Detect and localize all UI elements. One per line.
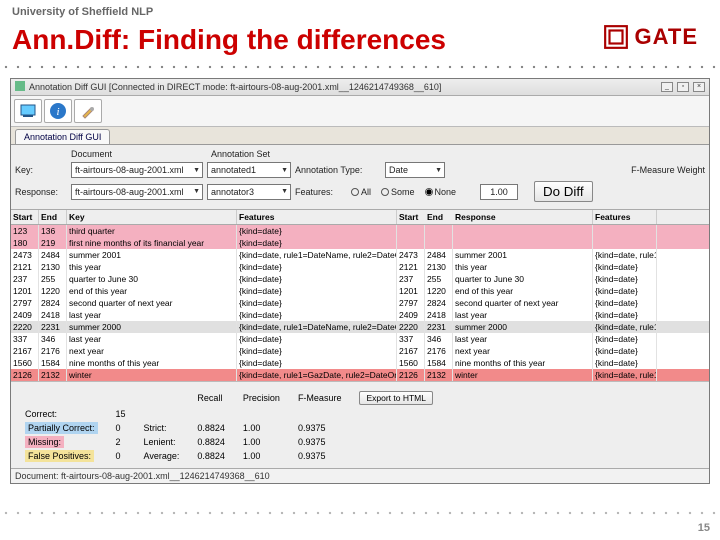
feature-none-radio[interactable]: None (425, 187, 457, 197)
diff-table-body: 123136third quarter{kind=date}180219firs… (11, 225, 709, 381)
course-header: University of Sheffield NLP (0, 0, 720, 22)
response-doc-select[interactable]: ft-airtours-08-aug-2001.xml▼ (71, 184, 203, 200)
gate-logo: GATE (603, 24, 698, 50)
response-label: Response: (15, 187, 67, 197)
stats-col-precision: Precision (235, 390, 288, 406)
do-diff-button[interactable]: Do Diff (534, 181, 593, 202)
close-button[interactable]: × (693, 82, 705, 92)
export-html-button[interactable]: Export to HTML (359, 391, 433, 405)
stats-fp-label: False Positives: (25, 450, 94, 462)
response-set-select[interactable]: annotator3▼ (207, 184, 291, 200)
window-title: Annotation Diff GUI [Connected in DIRECT… (29, 82, 441, 92)
table-row[interactable]: 24732484summer 2001{kind=date, rule1=Dat… (11, 249, 709, 261)
stats-average-label: Average: (136, 450, 188, 462)
table-row[interactable]: 21262132winter{kind=date, rule1=GazDate,… (11, 369, 709, 381)
table-row[interactable]: 337346last year{kind=date}337346last yea… (11, 333, 709, 345)
table-row[interactable]: 12011220end of this year{kind=date}12011… (11, 285, 709, 297)
stats-lenient-label: Lenient: (136, 436, 188, 448)
key-label: Key: (15, 165, 67, 175)
stats-fp-value: 0 (108, 450, 134, 462)
diff-table-header: Start End Key Features Start End Respons… (11, 209, 709, 225)
stats-partial-value: 0 (108, 422, 134, 434)
table-row[interactable]: 21672176next year{kind=date}21672176next… (11, 345, 709, 357)
fmeasure-weight-input[interactable]: 1.00 (480, 184, 518, 200)
info-icon[interactable]: i (44, 99, 72, 123)
table-row[interactable]: 180219first nine months of its financial… (11, 237, 709, 249)
fmeasure-weight-label: F-Measure Weight (631, 165, 705, 175)
stats-correct-label: Correct: (17, 408, 106, 420)
table-row[interactable]: 123136third quarter{kind=date} (11, 225, 709, 237)
settings-icon[interactable] (74, 99, 102, 123)
app-icon (15, 81, 25, 93)
table-row[interactable]: 24092418last year{kind=date}24092418last… (11, 309, 709, 321)
header-document: Document (71, 149, 207, 159)
key-set-select[interactable]: annotated1▼ (207, 162, 291, 178)
table-row[interactable]: 27972824second quarter of next year{kind… (11, 297, 709, 309)
window-titlebar: Annotation Diff GUI [Connected in DIRECT… (11, 79, 709, 96)
table-row[interactable]: 15601584nine months of this year{kind=da… (11, 357, 709, 369)
feature-some-radio[interactable]: Some (381, 187, 415, 197)
statusbar: Document: ft-airtours-08-aug-2001.xml__1… (11, 468, 709, 483)
stats-partial-label: Partially Correct: (25, 422, 98, 434)
stats-missing-label: Missing: (25, 436, 64, 448)
svg-text:i: i (56, 106, 59, 118)
stats-col-fmeasure: F-Measure (290, 390, 350, 406)
features-label: Features: (295, 187, 347, 197)
stats-strict-label: Strict: (136, 422, 188, 434)
stats-col-recall: Recall (189, 390, 233, 406)
datastore-icon[interactable] (14, 99, 42, 123)
annotation-type-label: Annotation Type: (295, 165, 381, 175)
annotation-type-select[interactable]: Date▼ (385, 162, 445, 178)
table-row[interactable]: 22202231summer 2000{kind=date, rule1=Dat… (11, 321, 709, 333)
annotation-diff-window: Annotation Diff GUI [Connected in DIRECT… (10, 78, 710, 484)
header-annotation-set: Annotation Set (211, 149, 299, 159)
page-number: 15 (698, 522, 710, 534)
table-row[interactable]: 21212130this year{kind=date}21212130this… (11, 261, 709, 273)
tab-bar: Annotation Diff GUI (11, 127, 709, 145)
divider-bottom (0, 510, 720, 516)
table-row[interactable]: 237255quarter to June 30{kind=date}23725… (11, 273, 709, 285)
tab-annotation-diff[interactable]: Annotation Diff GUI (15, 129, 110, 144)
stats-panel: Recall Precision F-Measure Export to HTM… (11, 381, 709, 468)
stats-correct-value: 15 (108, 408, 134, 420)
maximize-button[interactable]: ▫ (677, 82, 689, 92)
key-doc-select[interactable]: ft-airtours-08-aug-2001.xml▼ (71, 162, 203, 178)
minimize-button[interactable]: _ (661, 82, 673, 92)
stats-missing-value: 2 (108, 436, 134, 448)
toolbar: i (11, 96, 709, 127)
feature-all-radio[interactable]: All (351, 187, 371, 197)
